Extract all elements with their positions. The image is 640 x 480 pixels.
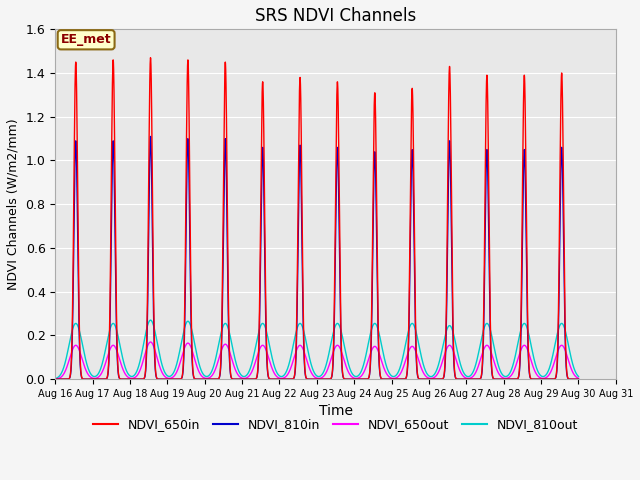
NDVI_650in — [51, 376, 59, 382]
Text: EE_met: EE_met — [61, 33, 111, 46]
NDVI_810out — [51, 376, 59, 382]
Line: NDVI_810in: NDVI_810in — [55, 136, 579, 379]
NDVI_650out — [305, 363, 312, 369]
Line: NDVI_650out: NDVI_650out — [55, 342, 579, 379]
Legend: NDVI_650in, NDVI_810in, NDVI_650out, NDVI_810out: NDVI_650in, NDVI_810in, NDVI_650out, NDV… — [88, 413, 583, 436]
NDVI_650out — [575, 375, 582, 381]
NDVI_810in — [406, 305, 413, 311]
Y-axis label: NDVI Channels (W/m2/mm): NDVI Channels (W/m2/mm) — [7, 119, 20, 290]
NDVI_650in — [259, 95, 267, 101]
NDVI_650out — [189, 348, 196, 354]
NDVI_650in — [147, 55, 154, 60]
NDVI_810out — [189, 329, 196, 335]
NDVI_650out — [259, 343, 267, 348]
NDVI_810in — [79, 376, 86, 382]
NDVI_650in — [79, 376, 86, 382]
NDVI_810out — [249, 357, 257, 362]
NDVI_810in — [575, 376, 582, 382]
NDVI_810out — [406, 325, 413, 331]
Line: NDVI_650in: NDVI_650in — [55, 58, 579, 379]
NDVI_650out — [79, 358, 86, 364]
NDVI_810out — [305, 351, 312, 357]
NDVI_810in — [189, 362, 196, 368]
NDVI_650out — [406, 347, 413, 352]
NDVI_810out — [79, 343, 86, 348]
Title: SRS NDVI Channels: SRS NDVI Channels — [255, 7, 416, 25]
NDVI_810out — [147, 317, 154, 323]
NDVI_810in — [259, 157, 267, 163]
NDVI_650out — [249, 367, 257, 372]
NDVI_810in — [305, 376, 312, 382]
NDVI_650in — [575, 376, 582, 382]
Line: NDVI_810out: NDVI_810out — [55, 320, 579, 379]
NDVI_650in — [406, 287, 413, 292]
NDVI_810out — [575, 373, 582, 379]
NDVI_810in — [249, 376, 257, 382]
NDVI_650out — [51, 376, 59, 382]
NDVI_810in — [51, 376, 59, 382]
NDVI_650in — [305, 376, 312, 382]
NDVI_650out — [147, 339, 154, 345]
NDVI_650in — [249, 376, 257, 382]
NDVI_650in — [189, 357, 196, 363]
NDVI_810in — [147, 133, 154, 139]
X-axis label: Time: Time — [319, 405, 353, 419]
NDVI_810out — [259, 321, 267, 326]
